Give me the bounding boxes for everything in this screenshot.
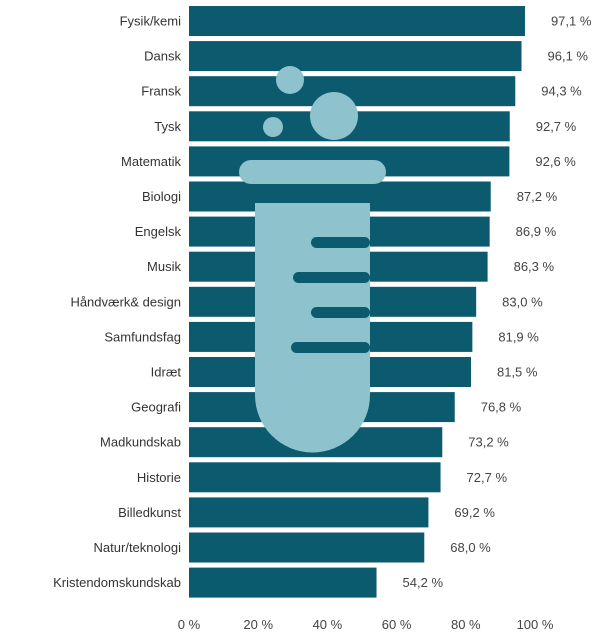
category-label: Geografi xyxy=(131,400,181,415)
data-label: 94,3 % xyxy=(541,84,582,99)
data-label: 92,6 % xyxy=(535,154,576,169)
category-label: Kristendomskundskab xyxy=(53,575,181,590)
category-labels: Fysik/kemi Dansk Fransk Tysk Matematik Biolog… xyxy=(53,14,181,591)
data-label: 81,9 % xyxy=(498,329,539,344)
data-label: 96,1 % xyxy=(548,49,589,64)
data-label: 87,2 % xyxy=(517,189,558,204)
category-label: Biologi xyxy=(142,189,181,204)
x-tick-label: 20 % xyxy=(243,617,273,632)
bubble-shape xyxy=(310,92,358,140)
value-labels: 97,1 % 96,1 % 94,3 % 92,7 % 92,6 % 87,2 % 86,9… xyxy=(403,14,592,591)
data-label: 81,5 % xyxy=(497,365,538,380)
x-tick-label: 100 % xyxy=(517,617,554,632)
bar xyxy=(189,41,522,72)
bar xyxy=(189,6,525,36)
x-axis-ticks: 0 % 20 % 40 % 60 % 80 % 100 % xyxy=(178,617,554,632)
x-tick-label: 40 % xyxy=(313,617,343,632)
category-label: Matematik xyxy=(121,154,181,169)
bubble-shape xyxy=(276,66,304,94)
tube-mark xyxy=(311,307,370,318)
bar xyxy=(189,497,429,528)
category-label: Dansk xyxy=(144,49,181,64)
tube-mark xyxy=(293,272,370,283)
data-label: 97,1 % xyxy=(551,14,592,29)
category-label: Idræt xyxy=(151,365,182,380)
category-label: Samfundsfag xyxy=(104,329,181,344)
tube-rim xyxy=(239,160,386,184)
tube-body xyxy=(255,203,370,453)
data-label: 68,0 % xyxy=(450,540,491,555)
x-tick-label: 80 % xyxy=(451,617,481,632)
x-tick-label: 60 % xyxy=(382,617,412,632)
data-label: 69,2 % xyxy=(454,505,495,520)
data-label: 86,3 % xyxy=(514,259,555,274)
data-label: 83,0 % xyxy=(502,294,543,309)
category-label: Billedkunst xyxy=(118,505,181,520)
bar xyxy=(189,532,425,563)
category-label: Madkundskab xyxy=(100,435,181,450)
category-label: Engelsk xyxy=(135,224,182,239)
data-label: 76,8 % xyxy=(481,400,522,415)
category-label: Natur/teknologi xyxy=(94,540,182,555)
bar xyxy=(189,567,377,598)
category-label: Håndværk& design xyxy=(70,294,181,309)
x-tick-label: 0 % xyxy=(178,617,201,632)
bar xyxy=(189,462,441,493)
data-label: 73,2 % xyxy=(468,435,509,450)
category-label: Musik xyxy=(147,259,181,274)
data-label: 72,7 % xyxy=(467,470,508,485)
test-tube-icon xyxy=(239,66,386,453)
category-label: Fransk xyxy=(141,84,181,99)
data-label: 54,2 % xyxy=(403,575,444,590)
bubble-shape xyxy=(263,117,283,137)
tube-mark xyxy=(291,342,370,353)
category-label: Historie xyxy=(137,470,181,485)
category-label: Fysik/kemi xyxy=(120,14,182,29)
data-label: 92,7 % xyxy=(536,119,577,134)
category-label: Tysk xyxy=(154,119,181,134)
data-label: 86,9 % xyxy=(516,224,557,239)
tube-mark xyxy=(311,237,370,248)
